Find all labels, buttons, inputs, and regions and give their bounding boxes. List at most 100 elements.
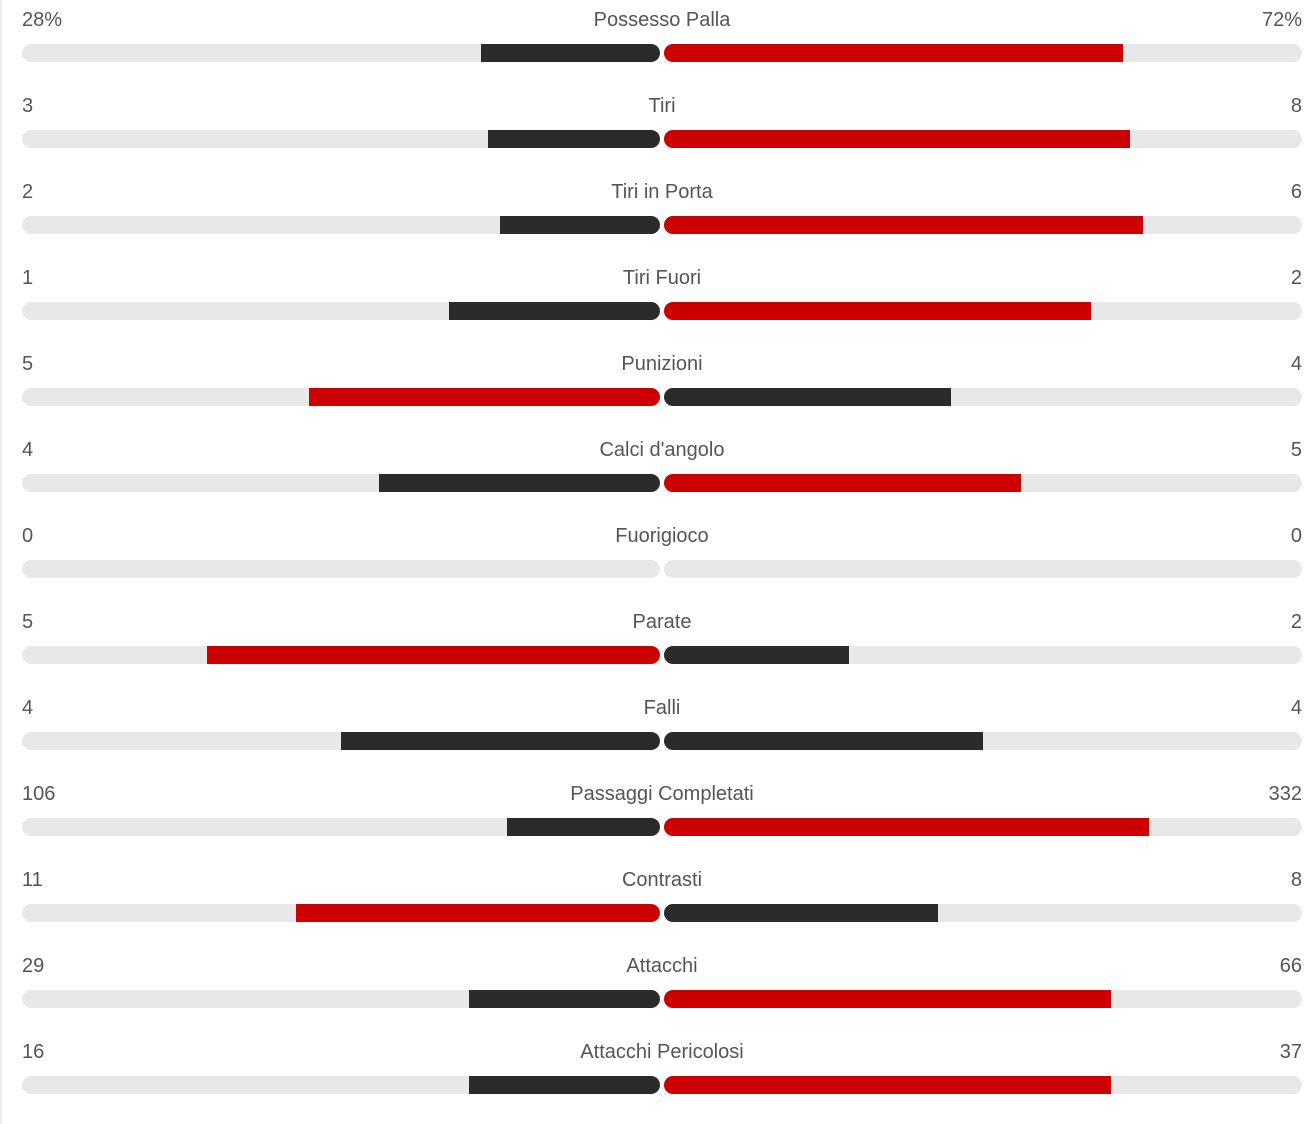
stat-label-row: 3 Tiri 8 [22, 92, 1302, 120]
home-bar-track [22, 732, 660, 750]
home-value: 2 [22, 181, 34, 203]
stat-name: Tiri Fuori [622, 267, 702, 289]
home-value: 11 [22, 869, 43, 891]
away-value: 4 [1290, 697, 1302, 719]
home-bar-track [22, 216, 660, 234]
stat-label-row: 106 Passaggi Completati 332 [22, 780, 1302, 808]
away-bar-track [664, 44, 1302, 62]
away-bar [664, 388, 951, 406]
stat-name: Possesso Palla [593, 9, 731, 31]
away-bar-track [664, 1076, 1302, 1094]
stat-row: 28% Possesso Palla 72% [22, 0, 1302, 86]
home-bar [500, 216, 660, 234]
stat-label-row: 5 Parate 2 [22, 608, 1302, 636]
home-bar [449, 302, 660, 320]
stat-name: Passaggi Completati [570, 783, 754, 805]
home-bar-track [22, 130, 660, 148]
stat-name: Tiri [648, 95, 676, 117]
stat-label-row: 5 Punizioni 4 [22, 350, 1302, 378]
away-bar [664, 1076, 1111, 1094]
home-bar [309, 388, 660, 406]
left-border-line [0, 0, 2, 1124]
home-bar-track [22, 474, 660, 492]
away-value: 2 [1290, 611, 1302, 633]
home-bar-track [22, 818, 660, 836]
match-stats-chart: 28% Possesso Palla 72% 3 Tiri 8 2 Tiri in Porta… [22, 0, 1302, 1118]
home-bar [507, 818, 660, 836]
home-value: 29 [22, 955, 45, 977]
away-value: 5 [1290, 439, 1302, 461]
away-value: 0 [1290, 525, 1302, 547]
home-value: 3 [22, 95, 34, 117]
home-bar [207, 646, 660, 664]
away-bar-track [664, 130, 1302, 148]
stat-row: 2 Tiri in Porta 6 [22, 172, 1302, 258]
stat-name: Parate [632, 611, 692, 633]
away-value: 66 [1279, 955, 1302, 977]
stat-row: 106 Passaggi Completati 332 [22, 774, 1302, 860]
away-bar [664, 216, 1143, 234]
stat-row: 3 Tiri 8 [22, 86, 1302, 172]
away-bar-track [664, 216, 1302, 234]
away-value: 332 [1268, 783, 1302, 805]
away-value: 72% [1261, 9, 1302, 31]
stat-row: 11 Contrasti 8 [22, 860, 1302, 946]
stat-row: 4 Calci d'angolo 5 [22, 430, 1302, 516]
away-bar-track [664, 302, 1302, 320]
home-value: 5 [22, 611, 34, 633]
home-bar-track [22, 44, 660, 62]
away-bar-track [664, 474, 1302, 492]
home-value: 28% [22, 9, 63, 31]
away-bar [664, 302, 1091, 320]
away-bar-track [664, 904, 1302, 922]
away-bar [664, 732, 983, 750]
home-bar-track [22, 560, 660, 578]
stat-name: Punizioni [621, 353, 703, 375]
away-bar-track [664, 646, 1302, 664]
home-bar [341, 732, 660, 750]
away-bar-track [664, 990, 1302, 1008]
home-bar [296, 904, 660, 922]
home-bar [379, 474, 660, 492]
away-value: 2 [1290, 267, 1302, 289]
away-value: 8 [1290, 95, 1302, 117]
home-bar [469, 990, 660, 1008]
away-value: 8 [1290, 869, 1302, 891]
stat-row: 5 Parate 2 [22, 602, 1302, 688]
home-bar [469, 1076, 660, 1094]
home-value: 0 [22, 525, 34, 547]
away-bar [664, 990, 1111, 1008]
away-bar-track [664, 732, 1302, 750]
stat-row: 4 Falli 4 [22, 688, 1302, 774]
home-bar-track [22, 1076, 660, 1094]
home-bar-track [22, 904, 660, 922]
home-bar-track [22, 388, 660, 406]
stat-label-row: 11 Contrasti 8 [22, 866, 1302, 894]
stat-label-row: 2 Tiri in Porta 6 [22, 178, 1302, 206]
away-bar-track [664, 560, 1302, 578]
away-bar [664, 474, 1021, 492]
home-bar-track [22, 990, 660, 1008]
stat-name: Attacchi Pericolosi [580, 1041, 744, 1063]
stat-label-row: 1 Tiri Fuori 2 [22, 264, 1302, 292]
away-bar [664, 646, 849, 664]
home-value: 4 [22, 697, 34, 719]
home-value: 1 [22, 267, 34, 289]
stat-row: 1 Tiri Fuori 2 [22, 258, 1302, 344]
home-bar-track [22, 302, 660, 320]
home-bar [488, 130, 660, 148]
away-bar-track [664, 818, 1302, 836]
stat-row: 5 Punizioni 4 [22, 344, 1302, 430]
away-bar [664, 904, 938, 922]
away-value: 6 [1290, 181, 1302, 203]
stat-label-row: 29 Attacchi 66 [22, 952, 1302, 980]
home-value: 106 [22, 783, 56, 805]
stat-label-row: 4 Falli 4 [22, 694, 1302, 722]
stat-row: 0 Fuorigioco 0 [22, 516, 1302, 602]
away-bar [664, 818, 1149, 836]
stat-name: Tiri in Porta [611, 181, 713, 203]
home-value: 5 [22, 353, 34, 375]
stat-row: 16 Attacchi Pericolosi 37 [22, 1032, 1302, 1118]
home-value: 4 [22, 439, 34, 461]
away-bar [664, 130, 1130, 148]
